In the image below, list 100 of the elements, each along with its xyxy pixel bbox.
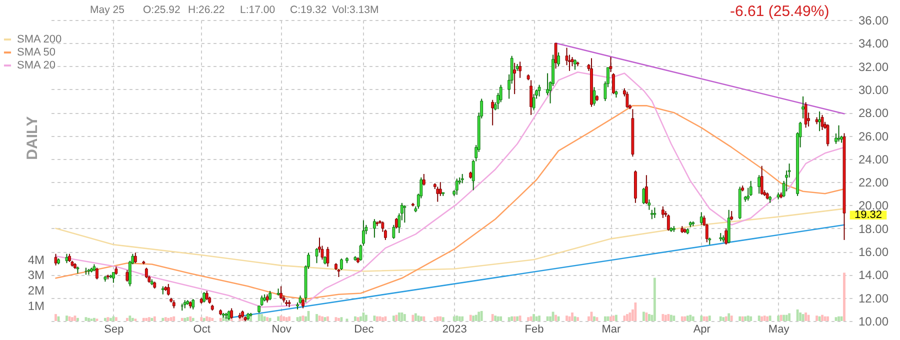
bar (474, 314, 478, 321)
candlestick (65, 253, 68, 264)
bar (456, 316, 458, 321)
bar (76, 318, 79, 321)
bar (148, 317, 150, 321)
x-tick-label: Nov (272, 324, 292, 336)
bar (150, 318, 154, 321)
bar (510, 316, 514, 321)
line-series (55, 105, 845, 300)
bar (338, 318, 340, 321)
bar (206, 316, 208, 321)
candlestick (648, 198, 651, 210)
candlestick (372, 218, 376, 238)
bar (458, 316, 461, 321)
bar (746, 316, 750, 321)
bar (167, 318, 170, 321)
bar (162, 318, 164, 321)
bar (768, 316, 772, 321)
bar (208, 317, 211, 321)
bar (513, 316, 516, 321)
bar (412, 314, 414, 321)
x-tick-label: Sep (104, 324, 124, 336)
bar (766, 316, 769, 321)
bar (571, 312, 574, 321)
bar (744, 316, 747, 321)
bar (785, 314, 788, 321)
bar (189, 316, 192, 321)
candlestick (326, 246, 330, 268)
candlestick (730, 210, 734, 221)
candlestick (570, 56, 574, 67)
bar (392, 316, 395, 321)
y-tick-label: 34.00 (858, 36, 889, 51)
y2-tick-label: 4M (28, 252, 44, 267)
candlestick (826, 124, 830, 147)
bar (71, 317, 74, 321)
candlestick (134, 252, 137, 264)
candlestick (202, 292, 206, 303)
bar (689, 314, 692, 321)
bar (670, 314, 672, 321)
bar (702, 316, 706, 321)
bar (566, 316, 568, 321)
bar (365, 314, 368, 321)
bar (804, 312, 807, 321)
bar (738, 316, 742, 321)
text: Vol:3.13M (332, 4, 379, 16)
y-tick-label: 18.00 (858, 222, 889, 236)
bar (326, 316, 329, 321)
bar (378, 316, 382, 321)
text: L:17.00 (240, 4, 276, 16)
bar (299, 316, 302, 321)
y-tick-label: 16.00 (858, 245, 889, 260)
candlestick (804, 102, 808, 128)
bar (472, 316, 475, 321)
candlestick (661, 206, 664, 218)
legend-label: SMA 20 (17, 60, 56, 72)
bar (403, 314, 406, 321)
bar (758, 316, 760, 321)
candlestick (144, 267, 148, 279)
text: DAILY (24, 116, 41, 160)
bar (170, 317, 172, 321)
bar (164, 317, 167, 321)
candlestick (280, 286, 282, 300)
candlestick (818, 110, 821, 132)
bar (645, 312, 648, 321)
bar (398, 312, 400, 321)
candlestick (802, 96, 804, 119)
bar (615, 314, 618, 321)
x-tick-label: Oct (193, 324, 210, 336)
bar (439, 316, 442, 321)
bar (700, 316, 703, 321)
line-series (55, 208, 845, 272)
y2-tick-label: 3M (28, 268, 44, 282)
y-tick-label: 24.00 (858, 152, 889, 166)
bar (316, 314, 318, 321)
candlestick (758, 174, 761, 194)
bar (799, 312, 802, 321)
bar (88, 318, 90, 321)
bar (66, 316, 68, 321)
candlestick (192, 298, 195, 310)
candlestick (666, 214, 670, 232)
bar (266, 317, 268, 321)
bar (250, 316, 252, 321)
x-tick-label: 2023 (442, 324, 467, 336)
bar (728, 313, 730, 321)
bar (826, 316, 829, 321)
bar (131, 318, 134, 321)
candlestick (96, 267, 98, 280)
bar (172, 316, 176, 321)
text: -6.61 (25.49%) (730, 3, 830, 20)
bar (420, 316, 422, 321)
candlestick (422, 173, 426, 186)
bar (554, 314, 557, 321)
candlestick (609, 56, 612, 73)
candlestick (820, 114, 824, 130)
bar (360, 316, 362, 321)
candlestick (700, 212, 703, 226)
x-tick-label: Apr (693, 324, 711, 336)
candlestick (612, 72, 615, 95)
bar (667, 314, 670, 321)
bar (112, 316, 115, 321)
